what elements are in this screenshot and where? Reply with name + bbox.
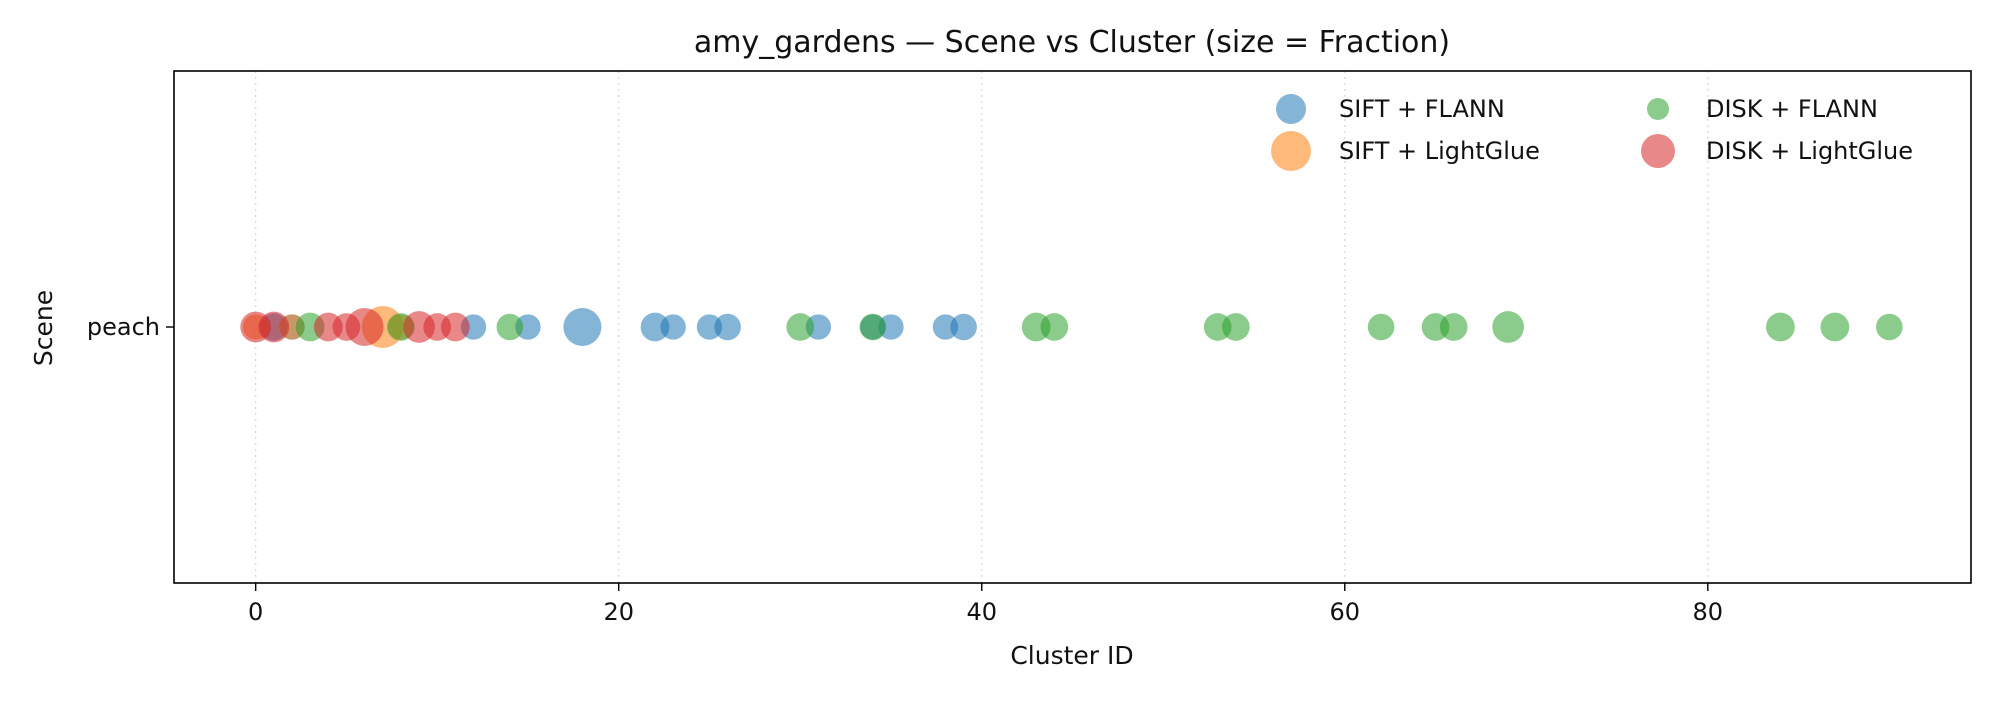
data-point-sift-flann <box>696 314 723 340</box>
data-point-disk-flann <box>1820 312 1850 342</box>
grid-layer <box>255 71 1709 583</box>
y-tick-label: peach <box>87 313 160 341</box>
data-point-disk-lightglue <box>440 312 470 342</box>
data-point-disk-flann <box>859 313 887 341</box>
legend-label: SIFT + LightGlue <box>1339 137 1540 165</box>
legend-marker <box>1641 134 1675 168</box>
data-point-disk-flann <box>1766 312 1795 342</box>
legend-label: DISK + LightGlue <box>1706 137 1913 165</box>
x-axis-label: Cluster ID <box>1010 641 1133 670</box>
x-tick-label: 20 <box>603 598 634 626</box>
data-point-sift-flann <box>932 314 959 340</box>
ticks-layer: 0 20 40 60 80 peach <box>87 313 1723 626</box>
legend: SIFT + FLANN SIFT + LightGlue DISK + FLANN… <box>1271 94 1913 171</box>
legend-label: DISK + FLANN <box>1706 95 1878 123</box>
data-point-sift-flann <box>660 314 686 340</box>
legend-marker <box>1647 98 1669 120</box>
data-point-disk-flann <box>1367 313 1395 341</box>
points-layer <box>240 306 1903 348</box>
data-point-disk-flann <box>786 313 815 341</box>
data-point-sift-flann <box>563 308 602 346</box>
data-point-disk-lightglue <box>345 308 384 346</box>
data-point-sift-flann <box>515 314 541 340</box>
data-point-sift-flann <box>878 314 904 340</box>
data-point-disk-flann <box>1222 313 1250 341</box>
data-point-disk-flann <box>1492 311 1524 343</box>
x-tick-label: 0 <box>248 598 263 626</box>
chart-title: amy_gardens — Scene vs Cluster (size = F… <box>694 25 1450 60</box>
data-point-sift-flann <box>640 312 670 342</box>
x-tick-label: 40 <box>966 598 997 626</box>
legend-marker <box>1271 131 1311 171</box>
data-point-disk-flann <box>1876 313 1903 341</box>
data-point-sift-flann <box>714 313 741 341</box>
data-point-disk-lightglue <box>258 311 290 343</box>
x-tick-label: 60 <box>1329 598 1360 626</box>
y-axis-label: Scene <box>29 290 58 366</box>
legend-marker <box>1276 94 1306 124</box>
data-point-disk-flann <box>496 313 524 341</box>
data-point-sift-flann <box>950 313 977 341</box>
data-point-disk-flann <box>1439 313 1468 341</box>
legend-label: SIFT + FLANN <box>1339 95 1505 123</box>
data-point-disk-flann <box>1040 313 1069 341</box>
x-tick-label: 80 <box>1693 598 1724 626</box>
